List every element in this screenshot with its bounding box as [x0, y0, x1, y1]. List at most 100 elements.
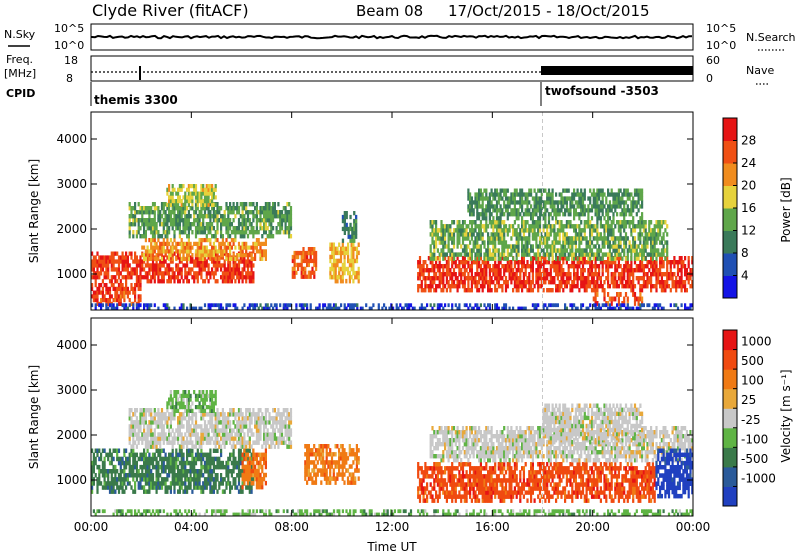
power-cell — [156, 226, 158, 230]
velocity-cell — [165, 453, 167, 458]
power-cell — [641, 288, 643, 292]
power-cell — [602, 284, 604, 288]
power-cell — [629, 224, 631, 228]
power-cell — [188, 257, 190, 261]
power-cell — [294, 259, 296, 263]
power-cell — [423, 272, 425, 276]
power-cell — [618, 297, 620, 302]
power-cell — [109, 291, 111, 295]
power-cell — [474, 256, 476, 261]
power-cell — [199, 218, 201, 222]
power-cell — [505, 224, 507, 228]
power-cell — [673, 264, 675, 268]
power-cell — [215, 271, 217, 275]
power-cell — [586, 248, 588, 253]
power-cell — [467, 236, 469, 241]
power-cell — [276, 303, 278, 307]
power-cell — [243, 214, 245, 218]
velocity-cell — [136, 477, 138, 482]
power-cell — [120, 279, 122, 283]
power-cell — [467, 244, 469, 248]
power-cell — [688, 260, 690, 264]
power-cell — [259, 246, 261, 250]
power-cell — [516, 189, 518, 193]
power-cell — [641, 200, 643, 204]
power-cell — [614, 276, 616, 280]
power-cell — [430, 303, 432, 307]
power-cell — [306, 255, 308, 259]
power-cell — [265, 222, 267, 226]
power-cell — [251, 222, 253, 226]
power-cell — [514, 204, 516, 208]
velocity-cell — [157, 461, 159, 466]
power-cell — [578, 264, 580, 268]
power-cell — [102, 287, 104, 291]
nsky-trace — [91, 36, 692, 38]
power-cell — [569, 220, 571, 225]
power-cell — [681, 276, 683, 280]
power-cell — [496, 303, 498, 307]
power-cell — [559, 288, 561, 292]
power-cell — [632, 280, 634, 284]
power-cell — [560, 208, 562, 212]
power-cell — [168, 188, 170, 192]
power-cell — [116, 291, 118, 295]
power-cell — [224, 263, 226, 267]
power-cell — [510, 236, 512, 241]
power-cell — [539, 244, 541, 248]
power-cell — [113, 283, 115, 287]
power-cell — [467, 284, 469, 288]
power-cell — [295, 303, 297, 307]
power-cell — [478, 280, 480, 284]
power-cell — [251, 267, 253, 271]
power-cell — [243, 303, 245, 307]
power-cell — [559, 232, 561, 236]
power-cell — [229, 303, 231, 307]
power-cell — [440, 303, 442, 307]
power-cell — [358, 275, 360, 280]
power-cell — [614, 208, 616, 212]
power-cell — [532, 276, 534, 280]
power-cell — [451, 264, 453, 268]
power-cell — [229, 249, 231, 253]
power-cell — [612, 232, 614, 236]
power-cell — [677, 264, 679, 268]
power-cell — [627, 236, 629, 241]
power-cell — [202, 222, 204, 226]
power-cell — [356, 247, 358, 251]
power-cell — [267, 303, 269, 307]
velocity-cell — [125, 449, 127, 454]
power-cell — [166, 222, 168, 226]
power-cell — [211, 184, 213, 188]
power-cell — [98, 287, 100, 291]
power-cell — [476, 268, 478, 272]
power-cell — [435, 244, 437, 248]
power-cell — [181, 238, 183, 242]
power-cell — [451, 303, 453, 307]
power-cell — [578, 288, 580, 292]
power-cell — [213, 242, 215, 246]
velocity-cell — [107, 457, 109, 462]
power-cell — [197, 275, 199, 279]
power-cell — [675, 276, 677, 280]
power-cell — [342, 243, 344, 248]
power-cell — [559, 212, 561, 216]
power-cell — [571, 288, 573, 292]
power-cell — [471, 252, 473, 256]
freq-tick-bottom: 8 — [66, 72, 73, 85]
power-cell — [577, 256, 579, 261]
power-cell — [213, 192, 215, 196]
power-cell — [423, 264, 425, 268]
power-cell — [215, 188, 217, 192]
power-cell — [571, 200, 573, 204]
power-cell — [333, 243, 335, 248]
power-cell — [444, 232, 446, 236]
power-cell — [168, 263, 170, 267]
power-cell — [494, 244, 496, 248]
power-cell — [471, 288, 473, 292]
power-cell — [611, 208, 613, 212]
power-cell — [453, 220, 455, 225]
nave-tick-bottom: 0 — [706, 72, 713, 85]
nsearch-tick-bottom: 10^0 — [706, 39, 736, 52]
power-cell — [625, 240, 627, 245]
